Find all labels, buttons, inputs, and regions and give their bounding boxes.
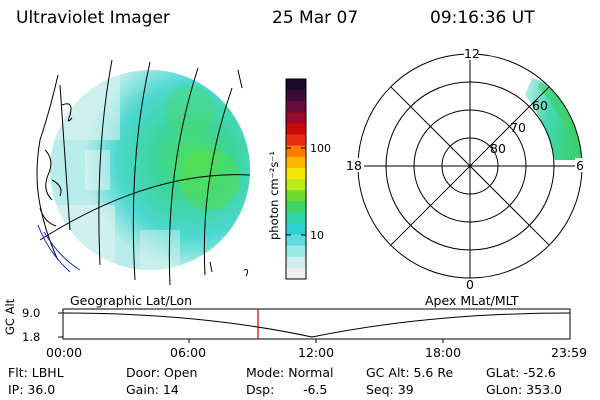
geographic-image-panel bbox=[36, 59, 251, 286]
time-tick-0000: 00:00 bbox=[46, 345, 83, 360]
colorbar-cell bbox=[286, 179, 306, 191]
coastline bbox=[36, 69, 249, 277]
altitude-plot-frame bbox=[62, 308, 571, 340]
color-scale-bar: 100 10 photon cm⁻²s⁻¹ bbox=[267, 78, 331, 280]
colorbar-cell bbox=[286, 234, 306, 247]
alt-tick-9: 9.0 bbox=[22, 306, 41, 320]
time-tick-1200: 12:00 bbox=[298, 345, 335, 360]
time-tick-2359: 23:59 bbox=[551, 345, 588, 360]
mode-info: Mode: Normal bbox=[246, 365, 334, 380]
colorbar-cell bbox=[286, 134, 306, 147]
altitude-axis-label: GC Alt bbox=[3, 298, 17, 335]
colorbar-cell bbox=[286, 245, 306, 258]
colorbar-cell bbox=[286, 123, 306, 136]
colorbar-cell bbox=[286, 256, 306, 269]
mlat-label-60: 60 bbox=[532, 98, 548, 113]
colorbar-cell bbox=[286, 190, 306, 202]
colorbar-cell bbox=[286, 223, 306, 236]
glat-info: GLat: -52.6 bbox=[486, 365, 556, 380]
colorbar-units-label: photon cm⁻²s⁻¹ bbox=[267, 151, 281, 240]
polar-aurora-arc bbox=[525, 78, 582, 160]
mlt-label-18: 18 bbox=[346, 158, 362, 173]
altitude-timeline-plot bbox=[58, 308, 571, 343]
dsp-label: Dsp: bbox=[246, 382, 275, 397]
colorbar-cell bbox=[286, 145, 306, 158]
colorbar-cell bbox=[286, 267, 306, 280]
colorbar-tick-10: 10 bbox=[310, 229, 324, 242]
colorbar-cell bbox=[286, 101, 306, 113]
colorbar-cell bbox=[286, 212, 306, 224]
polar-diagonal-2 bbox=[390, 86, 550, 246]
seq-info: Seq: 39 bbox=[366, 382, 414, 397]
door-info: Door: Open bbox=[126, 365, 198, 380]
gc-alt-info: GC Alt: 5.6 Re bbox=[366, 365, 454, 380]
apex-panel-label: Apex MLat/MLT bbox=[425, 293, 519, 308]
altitude-curve bbox=[62, 312, 571, 338]
glon-info: GLon: 353.0 bbox=[486, 382, 562, 397]
polar-mlat-mlt-plot: 12 18 6 0 60 70 80 bbox=[346, 46, 585, 292]
instrument-title: Ultraviolet Imager bbox=[16, 8, 170, 28]
colorbar-cell bbox=[286, 79, 306, 91]
colorbar-cell bbox=[286, 167, 306, 180]
mlat-label-70: 70 bbox=[510, 120, 526, 135]
mlat-label-80: 80 bbox=[490, 141, 506, 156]
dsp-value: -6.5 bbox=[303, 382, 328, 397]
mlt-label-12: 12 bbox=[464, 46, 480, 61]
colorbar-cell bbox=[286, 90, 306, 102]
colorbar-cell bbox=[286, 201, 306, 213]
colorbar-cell bbox=[286, 156, 306, 169]
colorbar-cell bbox=[286, 112, 306, 124]
time-label: 09:16:36 UT bbox=[430, 8, 535, 28]
gain-info: Gain: 14 bbox=[126, 382, 179, 397]
time-tick-1800: 18:00 bbox=[425, 345, 462, 360]
date-label: 25 Mar 07 bbox=[272, 8, 359, 28]
geographic-panel-label: Geographic Lat/Lon bbox=[70, 293, 192, 308]
ip-info: IP: 36.0 bbox=[8, 382, 56, 397]
alt-tick-1-8: 1.8 bbox=[22, 330, 41, 344]
filter-info: Flt: LBHL bbox=[8, 365, 64, 380]
mlt-label-0: 0 bbox=[466, 277, 474, 292]
mlt-label-6: 6 bbox=[576, 158, 584, 173]
colorbar-tick-100: 100 bbox=[310, 142, 331, 155]
terminator-line bbox=[37, 224, 81, 273]
time-tick-0600: 06:00 bbox=[170, 345, 207, 360]
lat-lon-grid bbox=[39, 59, 251, 286]
